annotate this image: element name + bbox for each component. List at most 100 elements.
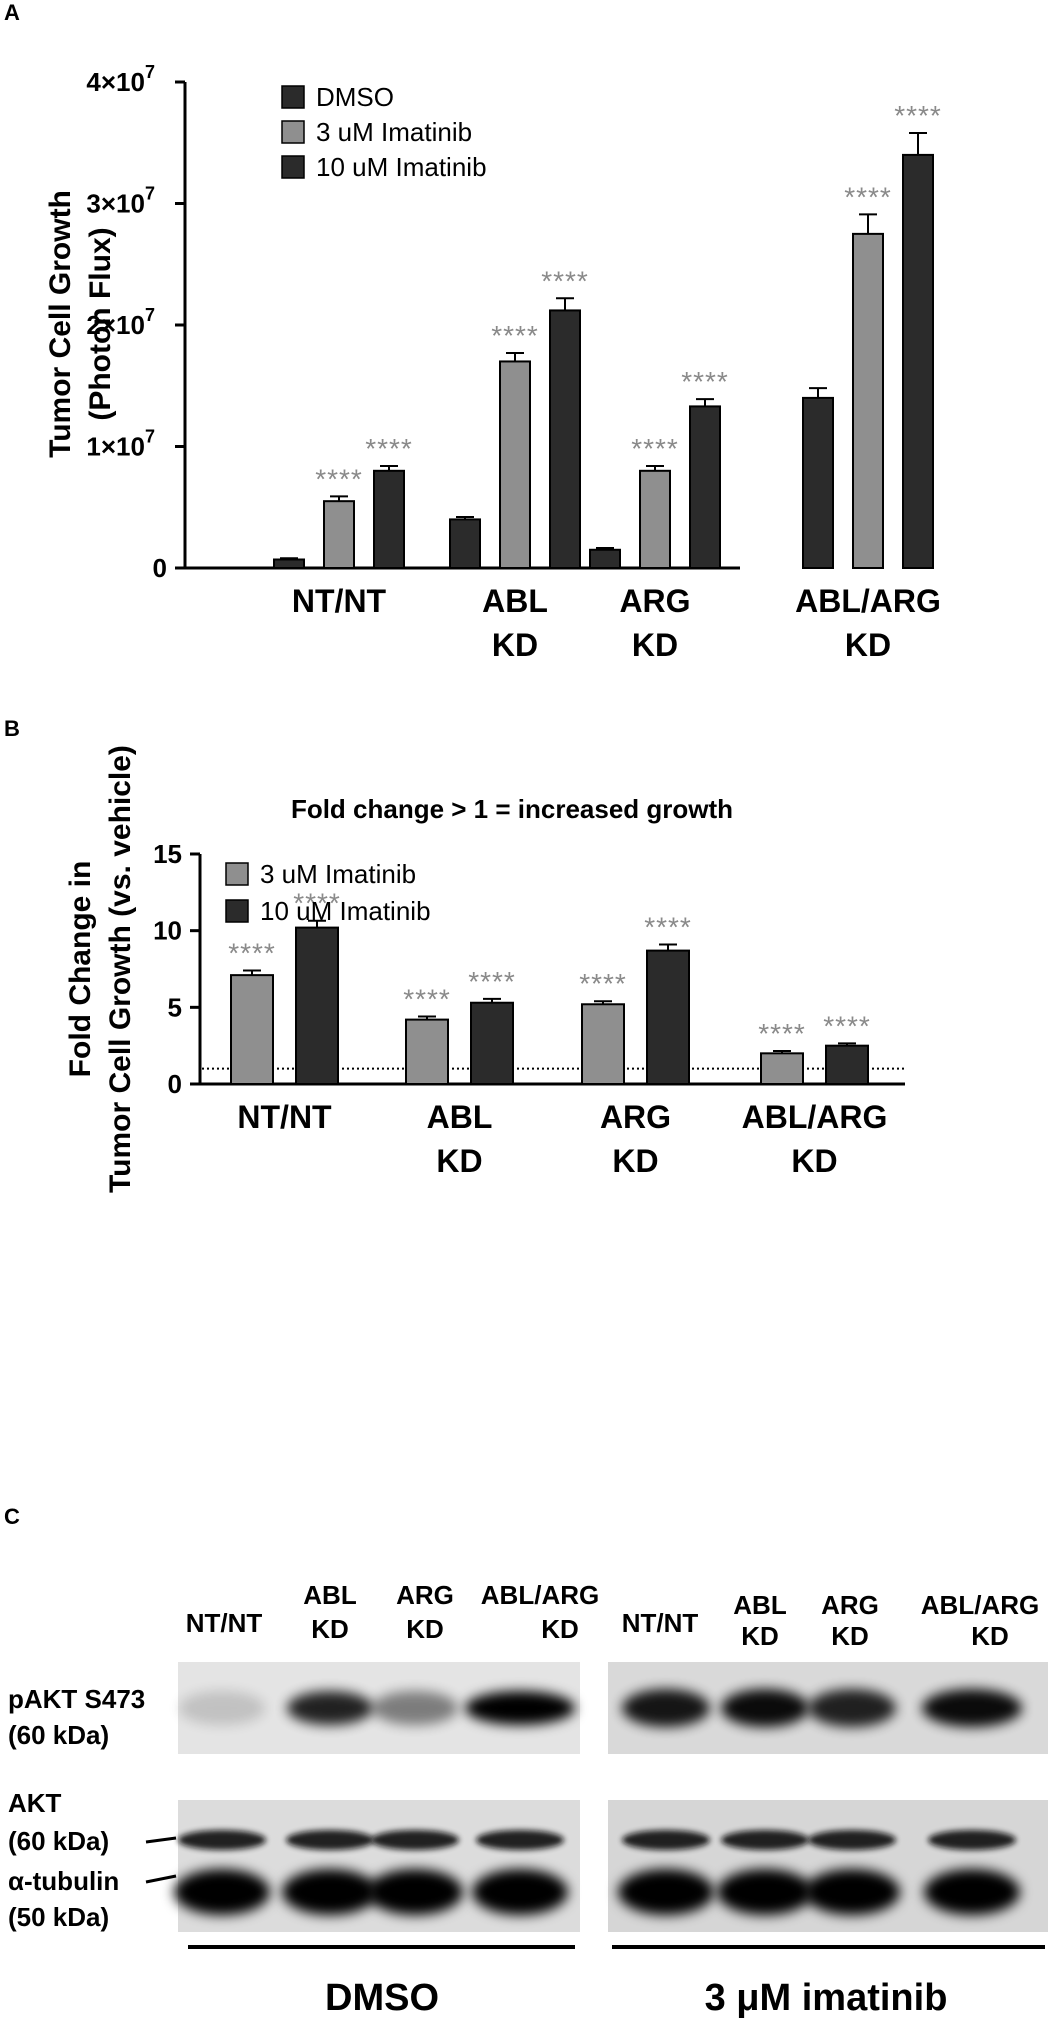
blot-band — [476, 1830, 564, 1850]
blot-band — [721, 1689, 809, 1727]
bar — [689, 405, 721, 569]
pakt-label: pAKT S473 — [8, 1684, 145, 1714]
tubulin-label: α-tubulin — [8, 1866, 119, 1896]
tubulin-pointer — [145, 1874, 177, 1884]
bar — [230, 974, 274, 1086]
legend-label: 10 uM Imatinib — [316, 152, 487, 182]
blot-band — [721, 1830, 809, 1850]
blot-bands — [174, 1689, 1022, 1915]
bar — [449, 518, 481, 570]
blot-band — [804, 1869, 900, 1915]
significance-label: **** — [491, 320, 539, 351]
bar — [273, 558, 305, 569]
y-tick-label: 4×107 — [86, 62, 155, 97]
blot-band — [808, 1830, 896, 1850]
lane-label: ARG — [821, 1590, 879, 1620]
bar — [373, 469, 405, 569]
bar — [852, 232, 884, 569]
blot-band — [367, 1869, 463, 1915]
y-tick-label: 2×107 — [86, 305, 155, 340]
legend-label: 3 uM Imatinib — [260, 859, 416, 889]
lane-label: KD — [406, 1614, 444, 1644]
lane-label: NT/NT — [622, 1608, 699, 1638]
blot-band — [618, 1869, 714, 1915]
chart-b-subtitle: Fold change > 1 = increased growth — [291, 794, 733, 824]
legend-label: 10 uM Imatinib — [260, 896, 431, 926]
y-tick-label: 0 — [153, 553, 167, 583]
significance-label: **** — [228, 938, 276, 969]
blot-band — [472, 1869, 568, 1915]
bar — [405, 1018, 449, 1085]
blot-band — [922, 1689, 1022, 1727]
legend-swatch — [225, 899, 249, 923]
blot-band — [717, 1869, 813, 1915]
category-label: KD — [791, 1143, 837, 1179]
akt-kda-label: (60 kDa) — [8, 1826, 109, 1856]
y-axis-label: (Photon Flux) — [84, 227, 117, 420]
dmso-treatment-label: DMSO — [325, 1977, 439, 2019]
lane-label: KD — [971, 1621, 1009, 1651]
category-label: KD — [492, 627, 538, 663]
pakt-kda-label: (60 kDa) — [8, 1720, 109, 1750]
western-blot: NT/NT ABL KD ARG KD ABL/ARG KD NT/NT ABL… — [8, 1580, 1048, 2019]
bar — [295, 926, 339, 1085]
imatinib-lane-headers: NT/NT ABL KD ARG KD ABL/ARG KD — [622, 1590, 1039, 1651]
bar — [902, 153, 934, 569]
dmso-lane-headers: NT/NT ABL KD ARG KD ABL/ARG KD — [186, 1580, 599, 1644]
panel-b-letter: B — [4, 716, 20, 741]
category-label: ABL — [427, 1099, 493, 1135]
category-label: KD — [436, 1143, 482, 1179]
bar — [802, 396, 834, 569]
lane-label: ABL — [733, 1590, 787, 1620]
lane-label: KD — [741, 1621, 779, 1651]
bar — [825, 1044, 869, 1085]
legend-swatch — [281, 120, 305, 144]
significance-label: **** — [579, 968, 627, 999]
imatinib-treatment-label: 3 μM imatinib — [705, 1977, 948, 2019]
significance-label: **** — [403, 984, 451, 1015]
category-label: NT/NT — [237, 1099, 332, 1135]
category-label: KD — [632, 627, 678, 663]
legend-swatch — [281, 155, 305, 179]
lane-label: KD — [831, 1621, 869, 1651]
category-label: KD — [612, 1143, 658, 1179]
significance-label: **** — [844, 181, 892, 212]
chart-b: 0 5 10 15 Fold Change in Tumor Cell Growth (v… — [64, 745, 905, 1193]
blot-band — [622, 1689, 710, 1727]
panel-a-letter: A — [4, 0, 20, 25]
blot-band — [179, 1691, 265, 1725]
blot-band — [465, 1691, 575, 1725]
significance-label: **** — [293, 888, 341, 919]
bar — [581, 1003, 625, 1085]
y-tick-label: 3×107 — [86, 184, 155, 219]
legend-swatch — [281, 85, 305, 109]
significance-label: **** — [468, 966, 516, 997]
y-axis-label: Tumor Cell Growth — [44, 190, 77, 458]
significance-label: **** — [894, 100, 942, 131]
category-label: ABL/ARG — [742, 1099, 888, 1135]
blot-band — [622, 1830, 710, 1850]
blot-band — [174, 1869, 270, 1915]
category-label: ARG — [600, 1099, 671, 1135]
lane-label: KD — [541, 1614, 579, 1644]
lane-label: ABL/ARG — [921, 1590, 1039, 1620]
lane-label: ABL — [303, 1580, 357, 1610]
lane-label: KD — [311, 1614, 349, 1644]
panel-c-letter: C — [4, 1504, 20, 1529]
akt-pointer — [145, 1836, 177, 1844]
y-tick-label: 5 — [168, 992, 182, 1022]
bar — [499, 360, 531, 570]
akt-label: AKT — [8, 1788, 62, 1818]
significance-label: **** — [365, 433, 413, 464]
lane-label: ABL/ARG — [481, 1580, 599, 1610]
blot-band — [178, 1830, 266, 1850]
y-tick-label: 0 — [168, 1069, 182, 1099]
lane-label: ARG — [396, 1580, 454, 1610]
significance-label: **** — [315, 463, 363, 494]
blot-band — [371, 1830, 459, 1850]
blot-band — [372, 1691, 458, 1725]
chart-a: 0 1×107 2×107 3×107 4×107 Tumor Cell Growth (P… — [44, 62, 942, 663]
bar — [323, 500, 355, 569]
significance-label: **** — [541, 265, 589, 296]
